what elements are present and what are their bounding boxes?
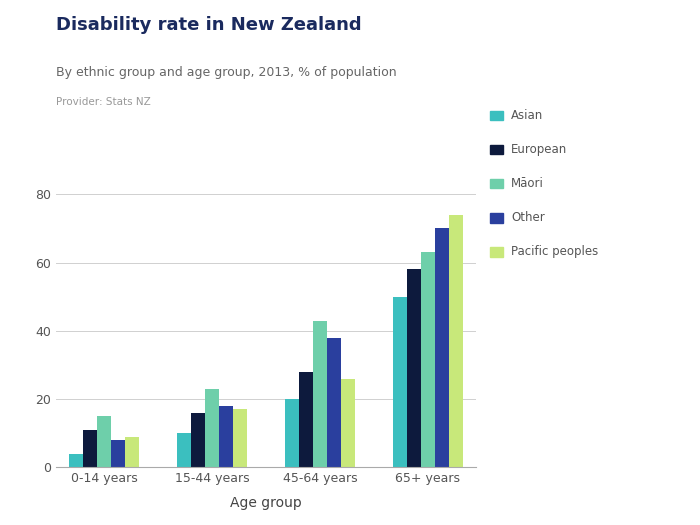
Bar — [219, 406, 233, 467]
Bar — [341, 379, 355, 467]
Text: Māori: Māori — [511, 177, 544, 190]
Bar — [299, 372, 313, 467]
Bar — [285, 399, 299, 467]
Text: figure.nz: figure.nz — [573, 27, 657, 44]
Text: Asian: Asian — [511, 109, 543, 122]
Bar — [407, 269, 421, 467]
Bar — [313, 320, 327, 467]
Bar — [191, 413, 205, 467]
Bar — [393, 297, 407, 467]
Text: Provider: Stats NZ: Provider: Stats NZ — [56, 97, 150, 107]
Text: European: European — [511, 143, 567, 156]
Bar — [435, 228, 449, 467]
Bar — [97, 416, 111, 467]
Bar — [421, 252, 435, 467]
Bar — [125, 437, 139, 467]
Bar — [205, 388, 219, 467]
Text: Other: Other — [511, 212, 545, 224]
Bar — [327, 338, 341, 467]
Bar — [111, 440, 125, 467]
Text: By ethnic group and age group, 2013, % of population: By ethnic group and age group, 2013, % o… — [56, 66, 397, 79]
Text: Disability rate in New Zealand: Disability rate in New Zealand — [56, 16, 362, 34]
Bar — [69, 454, 83, 467]
Bar — [177, 433, 191, 467]
Bar — [83, 429, 97, 467]
Bar — [449, 215, 463, 467]
Bar — [233, 410, 247, 467]
X-axis label: Age group: Age group — [230, 496, 302, 510]
Text: Pacific peoples: Pacific peoples — [511, 246, 598, 258]
